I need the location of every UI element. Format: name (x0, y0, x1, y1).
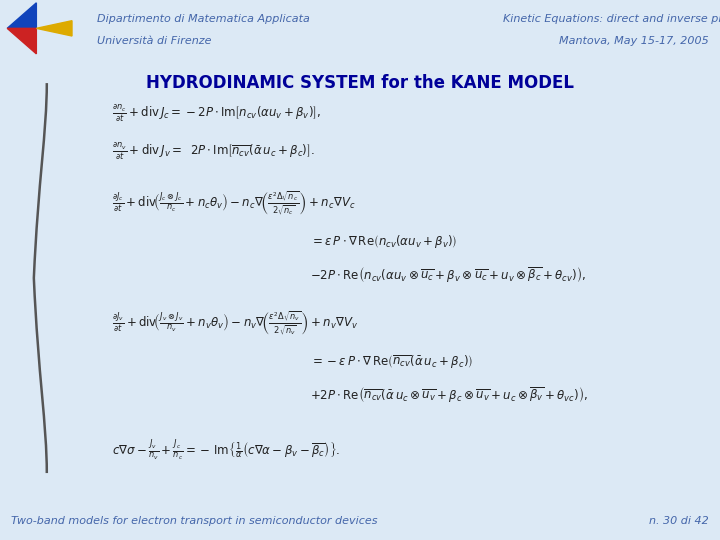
Text: $+2P\cdot\mathrm{Re}\left(\overline{n_{cv}}(\bar{\alpha}\,u_c\otimes\overline{u_: $+2P\cdot\mathrm{Re}\left(\overline{n_{c… (310, 385, 588, 404)
Text: $\frac{\partial n_v}{\partial t} + \mathrm{div}\,J_v = \;\;2P\cdot \mathrm{Im}\l: $\frac{\partial n_v}{\partial t} + \math… (112, 141, 315, 162)
Polygon shape (7, 3, 36, 28)
Text: Kinetic Equations: direct and inverse problems: Kinetic Equations: direct and inverse pr… (503, 14, 720, 24)
Text: Dipartimento di Matematica Applicata: Dipartimento di Matematica Applicata (97, 14, 310, 24)
Text: $\frac{\partial J_v}{\partial t} + \mathrm{div}\!\left(\frac{J_v\otimes J_v}{n_v: $\frac{\partial J_v}{\partial t} + \math… (112, 309, 358, 337)
Text: $= \varepsilon\,P\cdot\nabla\,\mathrm{Re}\left(n_{cv}(\alpha u_v+\beta_v)\right): $= \varepsilon\,P\cdot\nabla\,\mathrm{Re… (310, 233, 457, 250)
Text: Two-band models for electron transport in semiconductor devices: Two-band models for electron transport i… (11, 516, 377, 526)
Polygon shape (36, 21, 72, 36)
Text: $-2P\cdot\mathrm{Re}\left(n_{cv}(\alpha u_v\otimes\overline{u_c}+\beta_v\otimes\: $-2P\cdot\mathrm{Re}\left(n_{cv}(\alpha … (310, 265, 586, 284)
Text: Università di Firenze: Università di Firenze (97, 36, 212, 46)
Polygon shape (7, 28, 36, 54)
Text: $\frac{\partial n_c}{\partial t} + \mathrm{div}\,J_c = -2P\cdot \mathrm{Im}\left: $\frac{\partial n_c}{\partial t} + \math… (112, 104, 321, 124)
Text: $c\nabla\sigma - \frac{J_v}{n_v}+\frac{J_c}{n_c} = -\,\mathrm{Im}\left\{\frac{1}: $c\nabla\sigma - \frac{J_v}{n_v}+\frac{J… (112, 438, 340, 462)
Text: $= -\varepsilon\,P\cdot\nabla\,\mathrm{Re}\left(\overline{n_{cv}}(\bar{\alpha}\,: $= -\varepsilon\,P\cdot\nabla\,\mathrm{R… (310, 353, 472, 370)
Text: $\frac{\partial J_c}{\partial t} + \mathrm{div}\!\left(\frac{J_c\otimes J_c}{n_c: $\frac{\partial J_c}{\partial t} + \math… (112, 190, 355, 217)
Text: HYDRODINAMIC SYSTEM for the KANE MODEL: HYDRODINAMIC SYSTEM for the KANE MODEL (146, 75, 574, 92)
Text: Mantova, May 15-17, 2005: Mantova, May 15-17, 2005 (559, 36, 708, 46)
Text: n. 30 di 42: n. 30 di 42 (649, 516, 709, 526)
